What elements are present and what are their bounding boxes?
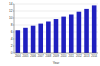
- x-axis: [14, 53, 98, 54]
- bar: [84, 9, 89, 53]
- x-tick-label: 2008: [45, 54, 51, 58]
- y-tick-label: 6: [11, 30, 13, 34]
- x-tick-label: 2005: [23, 54, 29, 58]
- y-tick-label: 12: [9, 9, 13, 13]
- bar: [31, 26, 36, 53]
- x-tick-label: 2012: [76, 54, 82, 58]
- bar: [54, 19, 59, 53]
- grid-line: [14, 4, 98, 5]
- y-tick-label: 2: [11, 44, 13, 48]
- bar: [16, 30, 21, 53]
- y-axis: [14, 4, 15, 53]
- bar: [46, 22, 51, 54]
- bar: [69, 15, 74, 54]
- x-axis-label: Year: [53, 61, 60, 65]
- x-tick-label: 2010: [61, 54, 67, 58]
- x-tick-label: 2011: [68, 54, 74, 58]
- chart: 0246810121420042005200620072008200920102…: [0, 0, 100, 66]
- bars: [16, 5, 97, 53]
- y-tick-label: 14: [9, 2, 13, 6]
- x-tick-label: 2004: [15, 54, 21, 58]
- bar: [38, 24, 43, 53]
- chart-root: 0246810121420042005200620072008200920102…: [0, 0, 100, 66]
- bar: [77, 12, 82, 53]
- bar: [92, 5, 97, 53]
- y-tick-label: 4: [11, 37, 13, 41]
- x-tick-label: 2014: [91, 54, 97, 58]
- x-tick-label: 2009: [53, 54, 59, 58]
- y-tick-label: 0: [11, 51, 13, 55]
- y-tick-label: 8: [11, 23, 13, 27]
- x-tick-label: 2013: [84, 54, 90, 58]
- y-tick-label: 10: [9, 16, 13, 20]
- x-tick-label: 2007: [38, 54, 44, 58]
- x-tick-label: 2006: [30, 54, 36, 58]
- bar: [61, 17, 66, 53]
- bar: [23, 28, 28, 53]
